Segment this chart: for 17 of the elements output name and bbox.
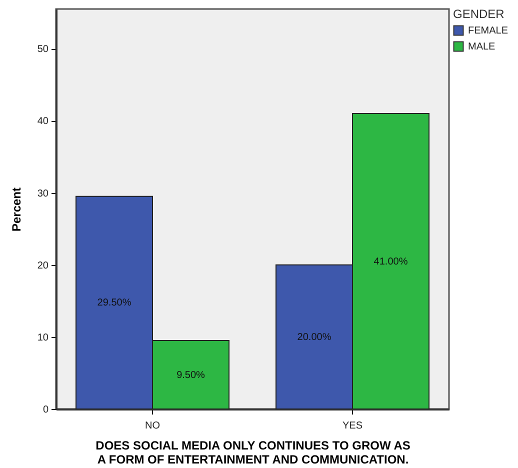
x-axis-title: DOES SOCIAL MEDIA ONLY CONTINUES TO GROW AS A FORM OF ENTERTAINMENT AND COMMUNICATION. xyxy=(96,438,410,466)
y-tick-label: 40 xyxy=(37,116,49,128)
x-tick-label: NO xyxy=(145,420,160,432)
data-label: 29.50% xyxy=(97,298,132,309)
data-label: 9.50% xyxy=(176,370,206,381)
legend-label: FEMALE xyxy=(468,26,508,36)
data-label: 20.00% xyxy=(297,332,332,343)
y-tick-label: 0 xyxy=(42,404,49,416)
y-tick-label: 20 xyxy=(37,260,49,272)
data-label: 41.00% xyxy=(374,256,408,268)
legend-title: GENDER xyxy=(453,7,505,21)
y-tick-label: 10 xyxy=(37,332,49,344)
y-tick-label: 30 xyxy=(37,188,49,200)
x-tick-label: YES xyxy=(342,420,363,432)
legend-label: MALE xyxy=(468,42,496,52)
y-axis-title: Percent xyxy=(9,187,24,232)
y-tick-label: 50 xyxy=(37,44,49,56)
